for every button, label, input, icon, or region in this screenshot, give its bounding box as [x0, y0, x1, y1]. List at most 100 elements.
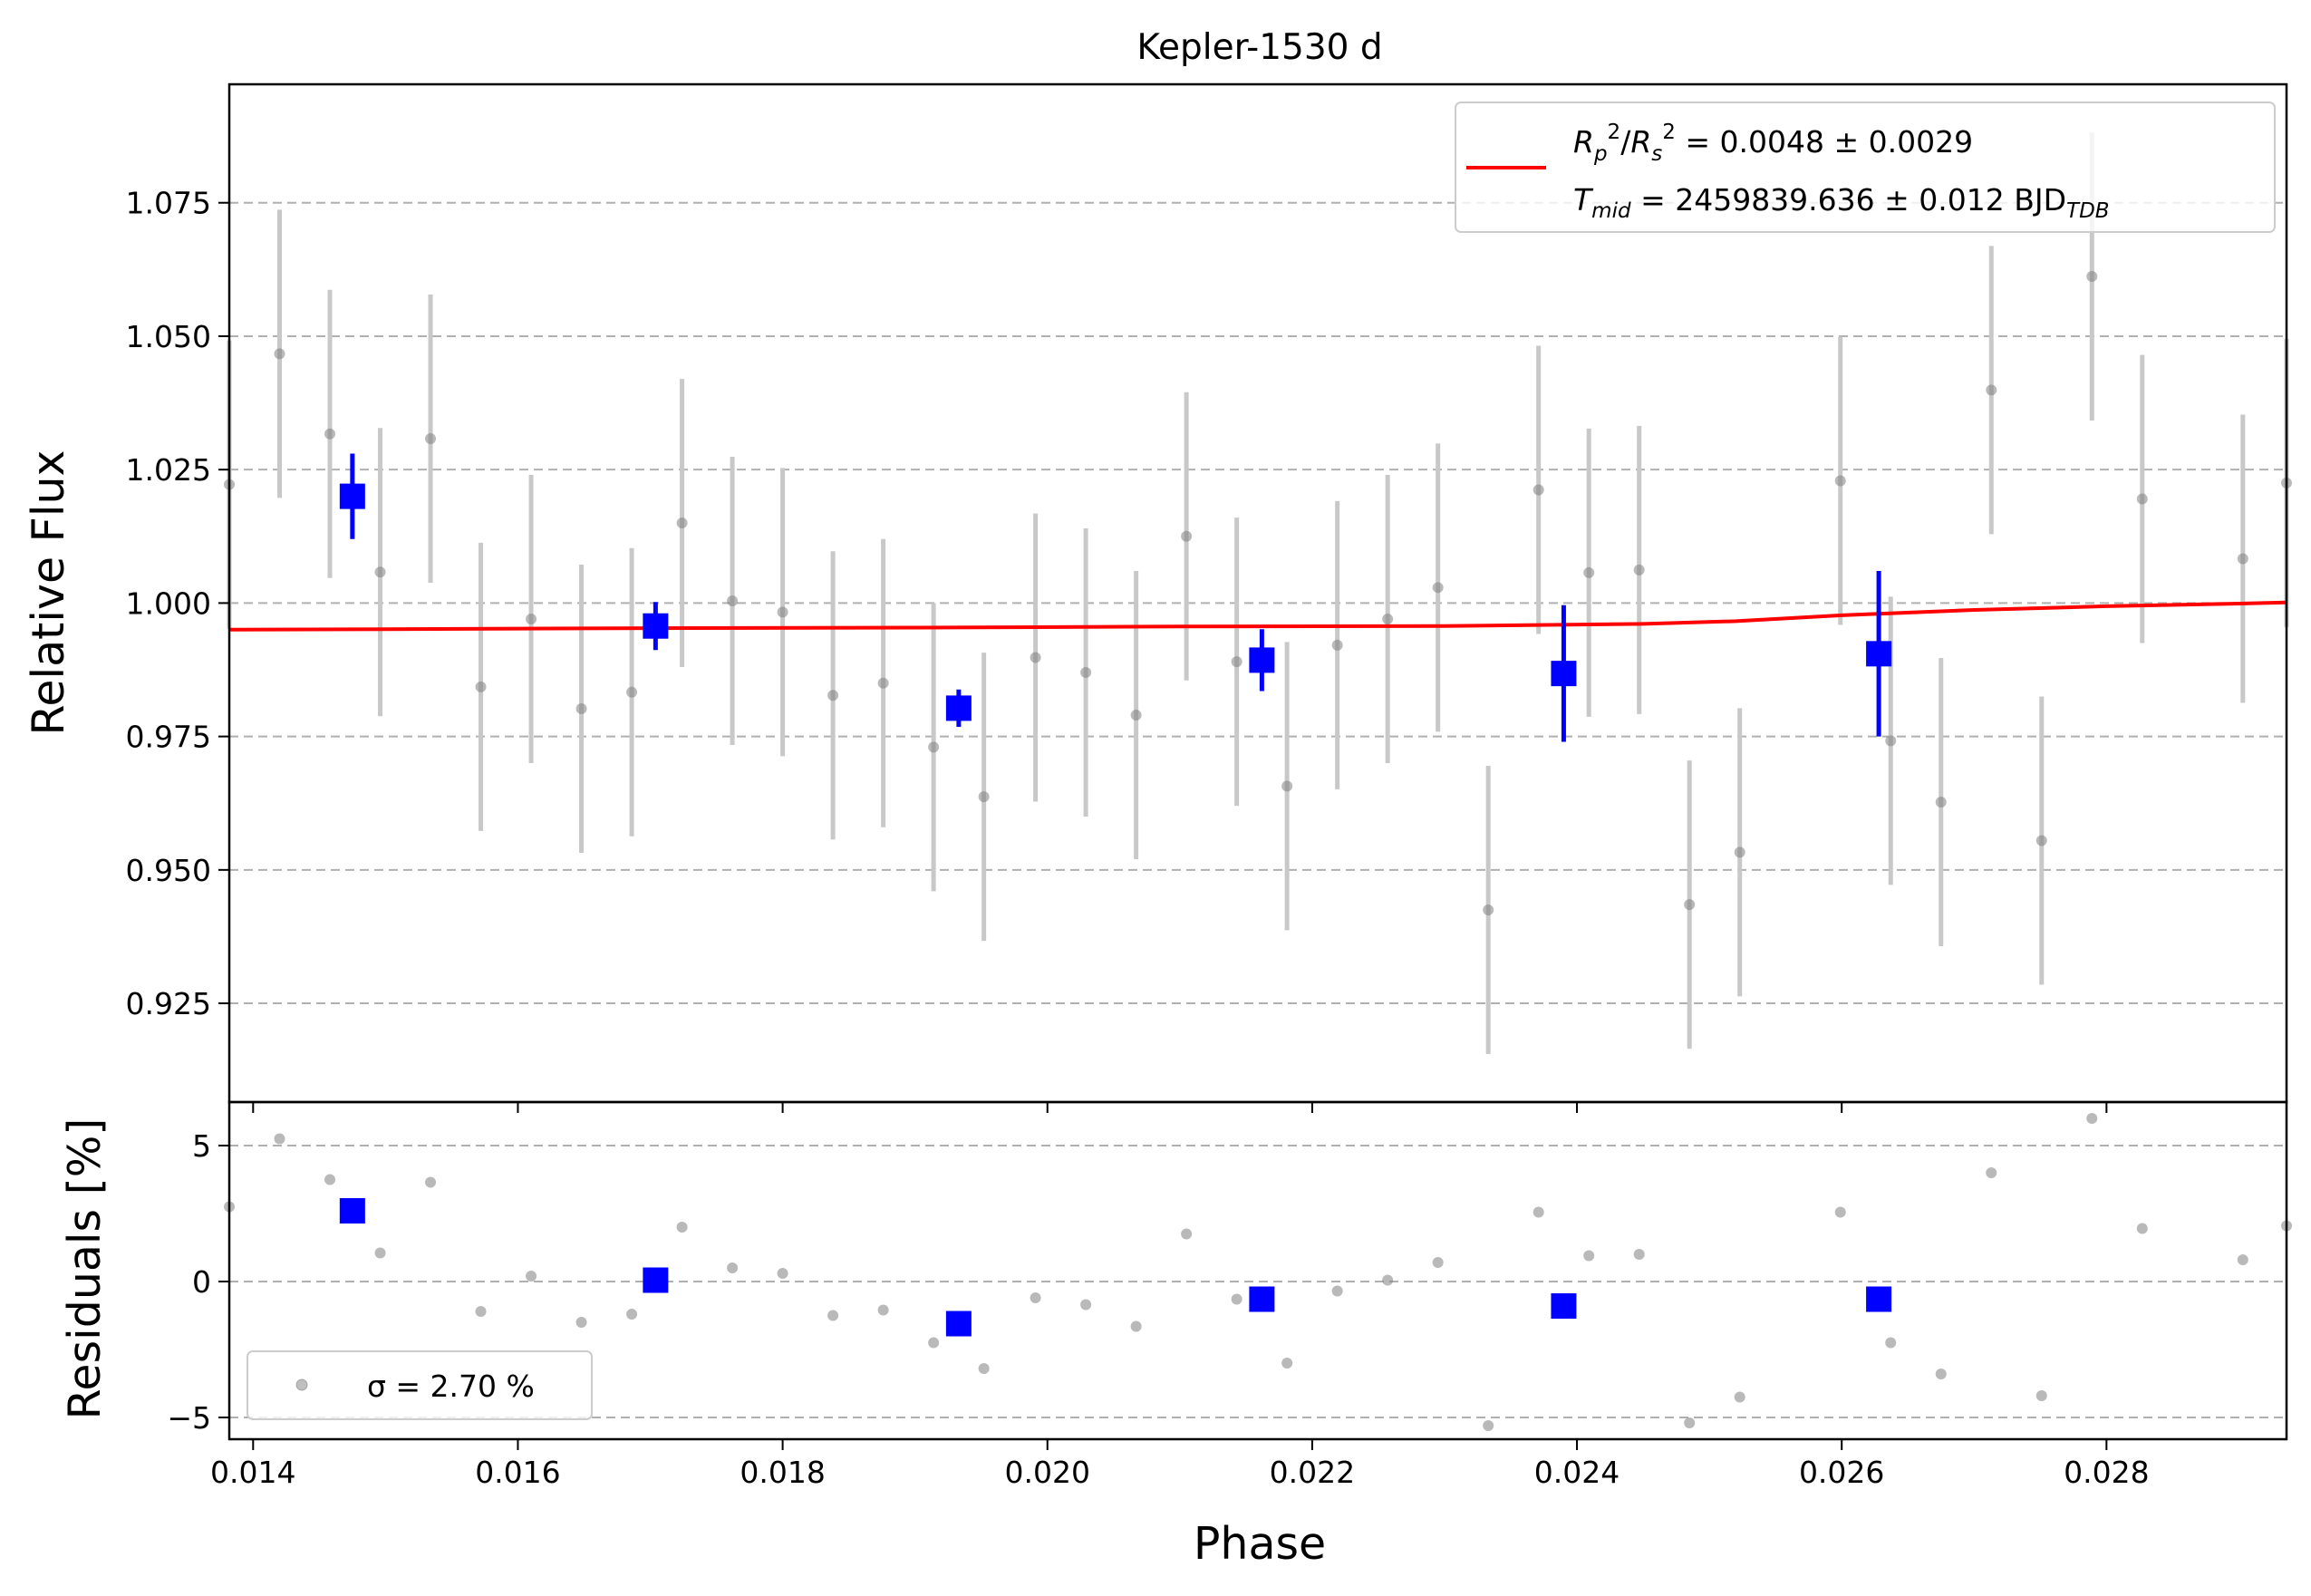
raw-flux-point [1986, 384, 1997, 396]
binned-residual-point [1551, 1293, 1577, 1319]
binned-residual-point [339, 1198, 365, 1224]
raw-flux-point [1935, 797, 1947, 808]
raw-flux-point [1885, 735, 1897, 747]
flux-y-ticks: 0.925 0.950 0.975 1.000 1.025 1.050 1.075 [126, 186, 2108, 1113]
legend-radius-ratio: Rp2/Rs2 = 0.0048 ± 0.0029 [1573, 121, 1973, 166]
flux-legend: Rp2/Rs2 = 0.0048 ± 0.0029 Tmid = 2459839… [1455, 102, 2276, 233]
raw-residual-point [1483, 1420, 1494, 1431]
residuals-grid [229, 1145, 2287, 1418]
binned-flux-point [339, 483, 365, 509]
flux-y-tick-label: 1.075 [126, 186, 211, 221]
residuals-y-tick-label: −5 [167, 1400, 211, 1436]
raw-residual-point [877, 1304, 889, 1316]
raw-residual-point [1080, 1299, 1092, 1311]
raw-flux-point [1231, 656, 1243, 668]
flux-y-tick-label: 1.050 [126, 319, 211, 354]
flux-panel: 0.925 0.950 0.975 1.000 1.025 1.050 1.075 Rela… [23, 82, 2292, 1113]
raw-flux-point [1130, 710, 1142, 721]
phase-x-tick-label: 0.024 [1534, 1455, 1620, 1490]
raw-flux-point [2136, 493, 2148, 505]
raw-flux-point [827, 690, 839, 701]
raw-residual-point [1834, 1206, 1846, 1218]
phase-x-axis-label: Phase [1194, 1518, 1326, 1570]
raw-residual-point [274, 1133, 285, 1145]
raw-residual-point [2237, 1254, 2248, 1265]
raw-residual-point [575, 1317, 587, 1328]
residuals-y-ticks: −5 0 5 [167, 1128, 229, 1436]
raw-residual-point [978, 1363, 990, 1374]
legend-residual-marker [295, 1378, 308, 1391]
binned-flux-point [1866, 641, 1892, 667]
raw-residual-point [1432, 1257, 1444, 1268]
raw-flux-point [575, 702, 587, 714]
raw-residual-point [1382, 1274, 1394, 1286]
raw-residual-point [1130, 1320, 1142, 1332]
binned-flux-point [945, 695, 972, 721]
flux-y-axis-label: Relative Flux [23, 450, 74, 735]
raw-flux-point [777, 606, 788, 618]
residuals-y-tick-label: 5 [192, 1128, 211, 1164]
raw-residual-point [1935, 1369, 1947, 1379]
phase-x-tick-label: 0.022 [1270, 1455, 1355, 1490]
raw-residual-point [1533, 1206, 1544, 1218]
chart-title: Kepler-1530 d [1136, 27, 1382, 68]
raw-flux-point [1483, 904, 1494, 916]
raw-flux-point [1030, 652, 1041, 663]
raw-flux-point [475, 681, 487, 692]
flux-y-tick-label: 1.000 [126, 585, 211, 621]
raw-residual-point [727, 1262, 739, 1273]
phase-x-tick-label: 0.028 [2064, 1455, 2149, 1490]
raw-residual-point [324, 1174, 336, 1185]
residuals-panel: −5 0 5 0.014 0.016 0.018 0.020 0.022 0.024 0.026… [59, 1100, 2292, 1570]
raw-flux-point [1583, 566, 1595, 578]
binned-residual-point [1249, 1286, 1275, 1312]
raw-residual-point [1281, 1358, 1293, 1369]
binned-residual-point [1866, 1286, 1892, 1312]
raw-flux-point [2237, 553, 2248, 565]
raw-residual-point [374, 1247, 386, 1259]
raw-flux-point [2035, 835, 2047, 846]
raw-residual-point [1331, 1285, 1343, 1297]
raw-flux-point [1432, 582, 1444, 594]
binned-flux-point [643, 613, 669, 639]
raw-residual-point [2086, 1113, 2098, 1124]
residuals-raw-points [224, 1113, 2292, 1431]
raw-residual-point [626, 1309, 638, 1320]
raw-flux-point [425, 433, 437, 445]
phase-x-tick-label: 0.018 [740, 1455, 825, 1490]
flux-y-tick-label: 0.925 [126, 986, 211, 1021]
raw-flux-point [1382, 614, 1394, 625]
raw-flux-point [1834, 475, 1846, 487]
raw-flux-point [1080, 666, 1092, 678]
raw-flux-point [374, 566, 386, 578]
binned-flux-point [1551, 661, 1577, 687]
raw-residual-point [526, 1271, 537, 1282]
phase-x-tick-label: 0.026 [1799, 1455, 1884, 1490]
flux-y-tick-label: 1.025 [126, 452, 211, 488]
raw-flux-point [1331, 639, 1343, 651]
raw-residual-point [1181, 1228, 1193, 1240]
flux-raw-points [224, 270, 2292, 916]
raw-residual-point [827, 1310, 839, 1321]
flux-binned-points [339, 453, 1892, 742]
raw-residual-point [1231, 1293, 1243, 1305]
residuals-panel-frame [227, 1100, 2288, 1441]
raw-flux-point [1633, 564, 1645, 576]
binned-residual-point [643, 1267, 669, 1293]
phase-x-ticks: 0.014 0.016 0.018 0.020 0.022 0.024 0.026 0.028 [210, 1439, 2150, 1490]
raw-residual-point [1684, 1417, 1696, 1428]
flux-grid [229, 201, 2287, 1005]
residuals-y-tick-label: 0 [192, 1264, 211, 1300]
raw-residual-point [1885, 1337, 1897, 1349]
raw-flux-point [626, 686, 638, 698]
raw-residual-point [425, 1176, 437, 1188]
raw-flux-point [324, 428, 336, 440]
transit-model-line [228, 600, 2287, 632]
flux-y-tick-label: 0.975 [126, 720, 211, 755]
raw-residual-point [1633, 1249, 1645, 1260]
raw-flux-point [877, 677, 889, 689]
raw-residual-point [777, 1268, 788, 1279]
residuals-legend-box [247, 1350, 593, 1420]
raw-residual-point [928, 1337, 940, 1349]
